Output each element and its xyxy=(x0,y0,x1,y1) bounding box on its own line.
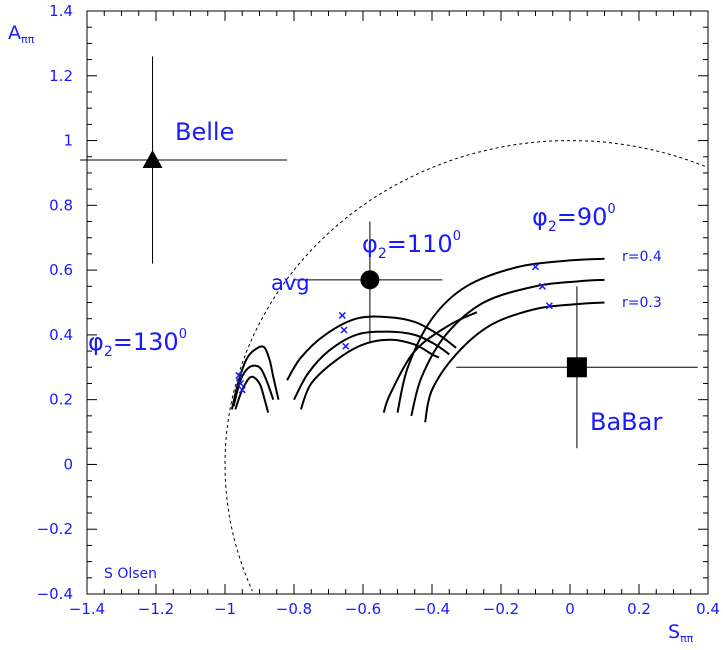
x-marker xyxy=(342,342,350,350)
y-tick-label: 1.4 xyxy=(49,2,73,20)
x-marker xyxy=(340,326,348,334)
measurement-belle xyxy=(80,56,288,264)
theory-curve-phi110 xyxy=(286,315,457,381)
y-tick-label: −0.2 xyxy=(37,520,73,538)
x-marker xyxy=(236,379,245,388)
measurements-layer xyxy=(80,56,698,449)
curves-layer xyxy=(230,257,605,423)
x-markers-layer xyxy=(235,263,553,394)
x-marker xyxy=(235,371,243,379)
x-marker xyxy=(238,386,246,394)
square-marker xyxy=(566,357,587,378)
y-tick-label: 0.2 xyxy=(49,391,73,409)
author-credit: S Olsen xyxy=(104,566,157,582)
y-tick-label: 0.8 xyxy=(49,196,73,214)
unit-circle-boundary xyxy=(224,140,705,592)
y-tick-label: 1 xyxy=(63,132,73,150)
x-tick-label: −0.6 xyxy=(345,600,381,618)
theory-curve-phi110 xyxy=(299,338,440,410)
theory-curve-phi90 xyxy=(410,278,605,417)
x-tick-label: −1.4 xyxy=(69,600,105,618)
phi2-130-label: φ2=1300 xyxy=(88,327,187,360)
y-tick-label: 0 xyxy=(63,455,73,473)
phi2-110-label: φ2=1100 xyxy=(362,229,461,262)
plot-frame xyxy=(86,10,709,595)
x-marker xyxy=(338,311,346,319)
x-tick-label: −1.2 xyxy=(138,600,174,618)
measurement-avg xyxy=(294,221,443,342)
x-marker xyxy=(538,282,546,290)
x-tick-label: −0.2 xyxy=(483,600,519,618)
y-tick-label: 1.2 xyxy=(49,67,73,85)
x-axis-title: Sππ xyxy=(668,621,694,645)
r-0.4-label: r=0.4 xyxy=(622,249,662,265)
x-marker xyxy=(531,263,540,271)
theory-curve-phi110 xyxy=(293,330,450,401)
x-tick-label: 0.2 xyxy=(627,600,651,618)
phi2-90-label: φ2=900 xyxy=(532,202,616,235)
theory-curve-phi130 xyxy=(230,345,280,410)
babar-label: BaBar xyxy=(590,408,662,436)
belle-label: Belle xyxy=(175,118,234,146)
y-tick-label: −0.4 xyxy=(37,585,73,603)
x-tick-label: −1 xyxy=(214,600,236,618)
theory-curve-phi130 xyxy=(232,364,275,407)
r-0.3-label: r=0.3 xyxy=(622,295,662,311)
y-tick-label: 0.6 xyxy=(49,261,73,279)
x-tick-label: 0 xyxy=(565,600,575,618)
x-tick-label: −0.8 xyxy=(276,600,312,618)
theory-curve-phi90 xyxy=(396,257,605,413)
y-tick-label: 0.4 xyxy=(49,326,73,344)
axis-ticks-layer: −1.4 −1.2 −1 −0.8 −0.6 −0.4 −0.2 0 0.2 0.4 −0.4 −0.… xyxy=(37,2,720,618)
x-tick-label: 0.4 xyxy=(696,600,720,618)
x-marker xyxy=(545,302,553,310)
avg-label: avg xyxy=(271,271,310,295)
circle-marker xyxy=(360,270,380,290)
x-tick-label: −0.4 xyxy=(414,600,450,618)
triangle-marker xyxy=(142,149,163,168)
y-axis-title: Aππ xyxy=(8,22,35,46)
measurement-babar xyxy=(456,286,698,449)
